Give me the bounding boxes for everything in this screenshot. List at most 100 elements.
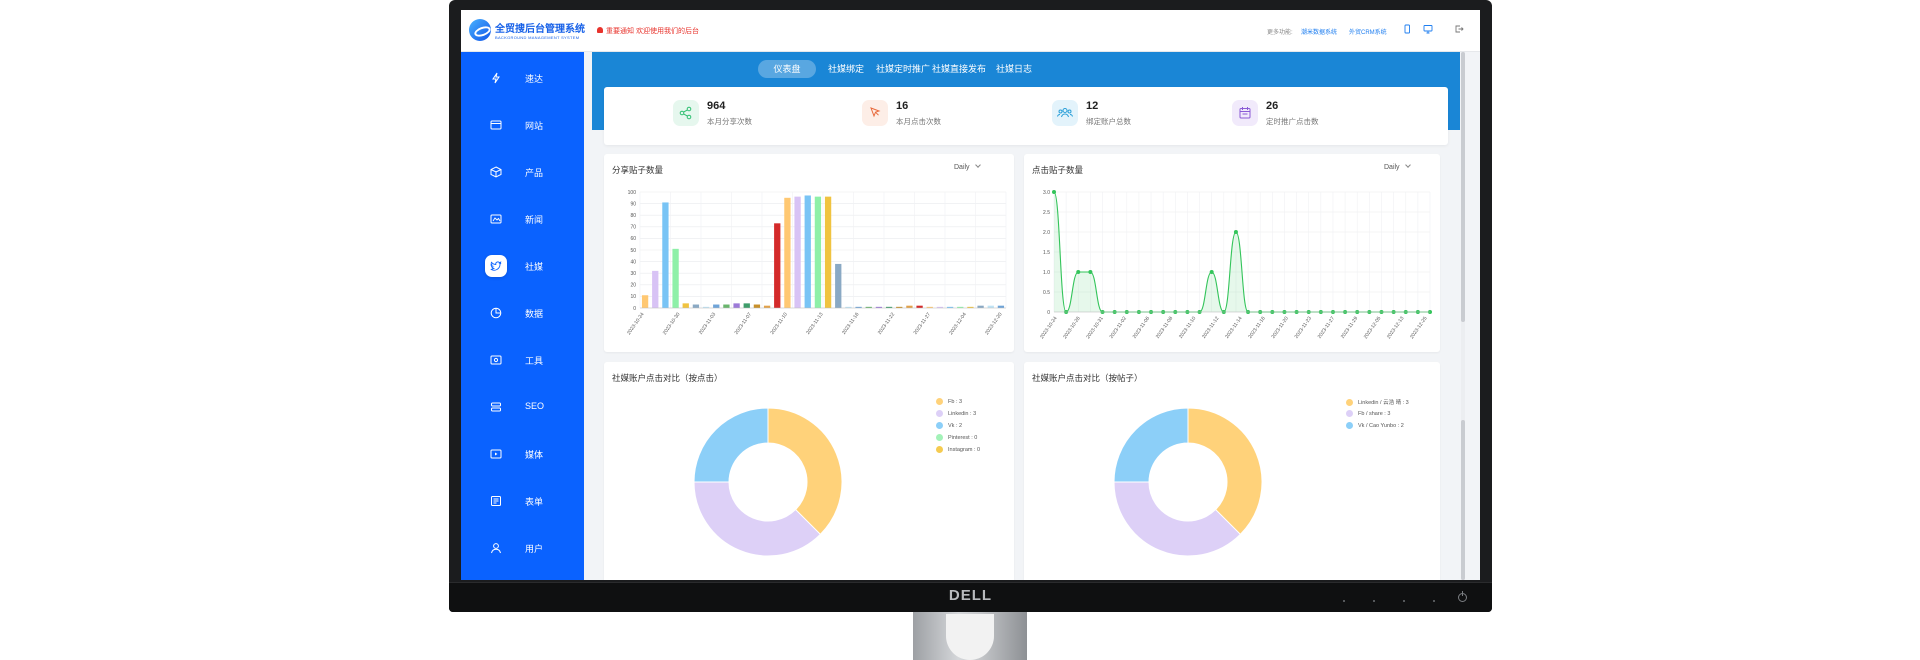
y-tick-label: 0	[633, 306, 636, 312]
x-tick-label: 2023-11-16	[1247, 316, 1266, 340]
x-tick-label: 2023-12-05	[1363, 316, 1383, 341]
pie-slice	[767, 407, 843, 536]
data-point	[1076, 270, 1081, 274]
period-select[interactable]: Daily	[954, 162, 981, 171]
sidebar-item-social[interactable]: 社媒	[461, 250, 584, 282]
bar	[713, 304, 720, 308]
legend-label: Instagram : 0	[948, 446, 981, 453]
pie-click-card: 社媒账户点击对比（按点击） Fb : 3 Linkedin : 3 Vk : 2 Pi…	[604, 362, 1014, 580]
more-functions-label: 更多功能:	[1267, 30, 1293, 36]
control-button	[1343, 600, 1345, 602]
bar	[804, 195, 811, 308]
bar	[916, 305, 923, 308]
bar	[957, 306, 964, 308]
y-tick-label: 10	[630, 294, 636, 300]
legend-label: Vk : 2	[948, 422, 963, 429]
x-tick-label: 2023-11-12	[1201, 316, 1220, 340]
legend-item[interactable]: Linkedin / 云浩 晴 : 3	[1346, 398, 1409, 410]
legend-item[interactable]: Pinterest : 0	[936, 434, 980, 446]
bar	[672, 248, 679, 308]
x-tick-label: 2023-10-30	[662, 312, 682, 337]
logout-icon[interactable]	[1454, 24, 1464, 34]
y-tick-label: 0.5	[1043, 290, 1050, 296]
share-icon	[673, 100, 699, 126]
tab-social-binding[interactable]: 社媒绑定	[828, 64, 865, 74]
bar	[723, 304, 730, 308]
legend-item[interactable]: Vk : 2	[936, 422, 980, 434]
bar	[763, 305, 771, 308]
legend-label: Fb : 3	[948, 398, 963, 405]
stat-value: 12	[1086, 100, 1099, 112]
sidebar-item-forms[interactable]: 表单	[461, 485, 584, 517]
tab-dashboard[interactable]: 仪表盘	[758, 60, 816, 78]
legend-item[interactable]: Vk / Cao Yunbo : 2	[1346, 422, 1409, 434]
stat-label: 定时推广点击数	[1266, 117, 1319, 126]
bar	[977, 305, 984, 308]
scrollbar-thumb[interactable]	[1461, 52, 1465, 322]
y-tick-label: 1.5	[1043, 250, 1050, 256]
pie-slice	[1187, 407, 1263, 536]
x-tick-label: 2023-11-22	[877, 312, 896, 336]
bar	[875, 306, 883, 308]
sidebar-item-tools[interactable]: 工具	[461, 344, 584, 376]
notice-banner[interactable]: 重要通知 欢迎使用我们的后台	[597, 26, 699, 36]
x-tick-label: 2023-11-10	[1178, 316, 1197, 340]
legend-swatch	[936, 446, 943, 453]
sidebar-item-users[interactable]: 用户	[461, 532, 584, 564]
desktop-icon[interactable]	[1423, 24, 1433, 34]
x-tick-label: 2023-12-25	[1409, 316, 1429, 341]
stat-label: 绑定账户总数	[1086, 117, 1131, 126]
sidebar-item-website[interactable]: 网站	[461, 109, 584, 141]
x-tick-label: 2023-11-07	[734, 312, 753, 336]
vertical-scrollbar[interactable]	[1461, 52, 1465, 580]
top-bar: 全贸搜后台管理系统 BACKGROUND MANAGEMENT SYSTEM 重…	[461, 10, 1480, 52]
legend-item[interactable]: Fb : 3	[936, 398, 980, 410]
legend-swatch	[1346, 399, 1353, 407]
legend-swatch	[1346, 422, 1353, 429]
sidebar-item-seo[interactable]: SEO	[461, 391, 584, 423]
bar	[662, 202, 669, 308]
sidebar-item-news[interactable]: 新闻	[461, 203, 584, 235]
browser-icon	[485, 114, 507, 136]
bar	[906, 305, 913, 308]
x-tick-label: 2023-10-24	[626, 312, 646, 337]
link-crm-system[interactable]: 外贸CRM系统	[1349, 30, 1387, 36]
bar	[652, 270, 659, 308]
period-value: Daily	[1384, 164, 1400, 171]
pie-slice	[1113, 407, 1189, 483]
calendar-icon	[1232, 100, 1258, 126]
news-icon	[485, 208, 507, 230]
tab-social-log[interactable]: 社媒日志	[996, 64, 1033, 74]
tab-social-scheduled[interactable]: 社媒定时推广	[876, 64, 931, 74]
y-tick-label: 80	[630, 213, 636, 219]
x-tick-label: 2023-11-16	[841, 312, 860, 336]
bar	[997, 305, 1005, 308]
scrollbar-thumb[interactable]	[1461, 420, 1465, 580]
period-select[interactable]: Daily	[1384, 162, 1411, 171]
legend-swatch	[936, 434, 943, 441]
media-icon	[485, 443, 507, 465]
mobile-icon[interactable]	[1402, 24, 1412, 34]
power-icon	[1458, 591, 1467, 602]
x-tick-label: 2023-12-04	[948, 312, 968, 337]
share-posts-chart: 0 10 20 30 40 50 60 70 80 90 100 2023-10-24 2023-10-…	[626, 190, 1007, 337]
x-tick-label: 2023-11-29	[1340, 316, 1359, 340]
line-area	[1054, 192, 1430, 312]
sidebar-item-product[interactable]: 产品	[461, 156, 584, 188]
legend-item[interactable]: Fb / share : 3	[1346, 410, 1409, 422]
tab-social-publish[interactable]: 社媒直接发布	[932, 64, 987, 74]
legend-item[interactable]: Linkedin : 3	[936, 410, 980, 422]
sidebar-item-data[interactable]: 数据	[461, 297, 584, 329]
bar	[692, 304, 700, 308]
legend-item[interactable]: Instagram : 0	[936, 446, 980, 458]
bar	[845, 306, 852, 308]
users-icon	[1052, 100, 1078, 126]
bar	[926, 306, 933, 308]
sidebar-item-media[interactable]: 媒体	[461, 438, 584, 470]
sidebar-item-label: 社媒	[525, 262, 544, 272]
x-tick-label: 2023-11-10	[769, 312, 788, 336]
sidebar-item-express[interactable]: 速达	[461, 62, 584, 94]
link-chaomi-data[interactable]: 潮米数据系统	[1301, 30, 1338, 36]
control-button	[1403, 600, 1405, 602]
